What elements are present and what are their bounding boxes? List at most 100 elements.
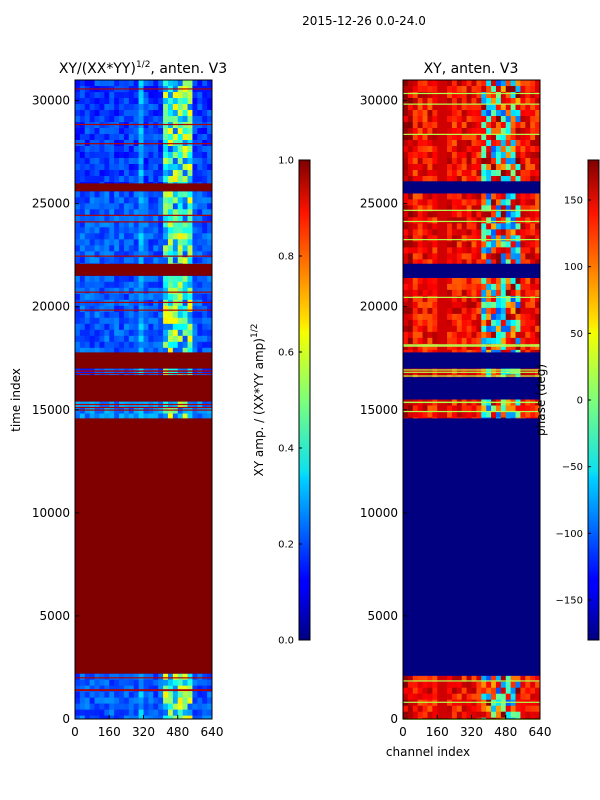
heatmap-cell: [471, 289, 477, 297]
heatmap-cell: [515, 675, 521, 683]
heatmap-cell: [442, 331, 448, 339]
heatmap-cell: [148, 197, 154, 204]
heatmap-cell: [207, 146, 213, 153]
heatmap-cell: [466, 253, 472, 260]
heatmap-cell: [407, 116, 414, 123]
heatmap-cell: [451, 675, 458, 683]
heatmap-cell: [84, 685, 90, 692]
heatmap-cell: [138, 239, 144, 246]
heatmap-cell: [495, 259, 502, 264]
heatmap-cell: [491, 349, 497, 353]
heatmap-cell: [471, 128, 477, 135]
heatmap-cell: [422, 417, 428, 419]
heatmap-cell: [486, 705, 492, 713]
heatmap-cell: [133, 146, 139, 153]
heatmap-cell: [407, 86, 414, 93]
amplitude-panel: XY/(XX*YY)1/2, anten. V3 0 160 320 480 64005…: [9, 60, 227, 739]
heatmap-cell: [437, 110, 443, 117]
heatmap-cell: [427, 675, 433, 683]
heatmap-cell: [495, 176, 502, 182]
heatmap-cell: [207, 110, 213, 117]
heatmap-cell: [167, 209, 174, 216]
heatmap-cell: [451, 104, 458, 111]
colorbar-tick-label: −50: [562, 462, 583, 473]
heatmap-cell: [114, 128, 120, 135]
heatmap-cell: [447, 211, 453, 218]
heatmap-cell: [123, 110, 130, 117]
heatmap-cell: [417, 86, 423, 93]
heatmap-cell: [94, 197, 100, 204]
heatmap-cell: [109, 281, 115, 289]
heatmap-cell: [187, 110, 193, 117]
heatmap-cell: [481, 289, 487, 297]
heatmap-cell: [192, 182, 198, 184]
heatmap-cell: [182, 239, 188, 246]
heatmap-cell: [530, 134, 536, 141]
heatmap-cell: [417, 247, 423, 254]
heatmap-cell: [94, 92, 100, 99]
heatmap-cell: [153, 341, 159, 349]
heatmap-cell: [128, 92, 135, 99]
heatmap-cell: [491, 283, 497, 291]
heatmap-cell: [123, 673, 130, 680]
heatmap-cell: [75, 110, 81, 117]
heatmap-cell: [89, 305, 95, 313]
heatmap-cell: [451, 116, 458, 123]
heatmap-cell: [148, 182, 154, 184]
heatmap-cell: [515, 223, 521, 230]
heatmap-cell: [481, 325, 487, 333]
heatmap-cell: [461, 295, 467, 303]
heatmap-cell: [456, 223, 463, 230]
heatmap-cell: [89, 182, 95, 184]
heatmap-cell: [520, 675, 526, 683]
heatmap-cell: [403, 205, 409, 212]
heatmap-cell: [172, 703, 179, 710]
heatmap-cell: [109, 215, 115, 222]
heatmap-cell: [172, 176, 179, 183]
heatmap-cell: [172, 257, 179, 264]
heatmap-cell: [119, 122, 125, 129]
heatmap-cell: [486, 417, 492, 419]
heatmap-cell: [167, 287, 174, 295]
amplitude-axis-ticks: 0 160 320 480 640050001000015000200002500030…: [32, 94, 224, 739]
heatmap-cell: [451, 681, 458, 689]
heatmap-cell: [79, 221, 86, 228]
heatmap-cell: [94, 407, 100, 414]
heatmap-cell: [163, 146, 169, 153]
heatmap-band: [75, 183, 212, 192]
heatmap-cell: [84, 227, 90, 234]
heatmap-streak: [403, 401, 540, 404]
heatmap-cell: [89, 697, 95, 704]
heatmap-cell: [177, 158, 183, 165]
heatmap-cell: [456, 417, 463, 419]
heatmap-cell: [104, 245, 110, 252]
heatmap-cell: [143, 164, 149, 171]
heatmap-cell: [104, 329, 110, 337]
heatmap-cell: [172, 134, 179, 141]
heatmap-cell: [89, 164, 95, 171]
heatmap-cell: [84, 311, 90, 319]
heatmap-cell: [75, 197, 81, 204]
heatmap-cell: [417, 104, 423, 111]
heatmap-cell: [491, 104, 497, 111]
heatmap-cell: [451, 405, 458, 412]
heatmap-cell: [530, 140, 536, 147]
heatmap-cell: [466, 675, 472, 683]
heatmap-cell: [412, 92, 418, 99]
heatmap-cell: [530, 325, 536, 333]
heatmap-cell: [530, 146, 536, 153]
heatmap-cell: [422, 128, 428, 135]
heatmap-cell: [197, 122, 203, 129]
heatmap-cell: [163, 233, 169, 240]
heatmap-cell: [461, 122, 467, 129]
heatmap-cell: [505, 199, 511, 206]
heatmap-cell: [197, 80, 203, 87]
heatmap-cell: [84, 323, 90, 331]
heatmap-cell: [422, 319, 428, 327]
heatmap-cell: [447, 152, 453, 159]
heatmap-cell: [442, 319, 448, 327]
heatmap-cell: [525, 86, 531, 93]
heatmap-cell: [466, 343, 472, 351]
heatmap-cell: [172, 110, 179, 117]
heatmap-cell: [138, 122, 144, 129]
